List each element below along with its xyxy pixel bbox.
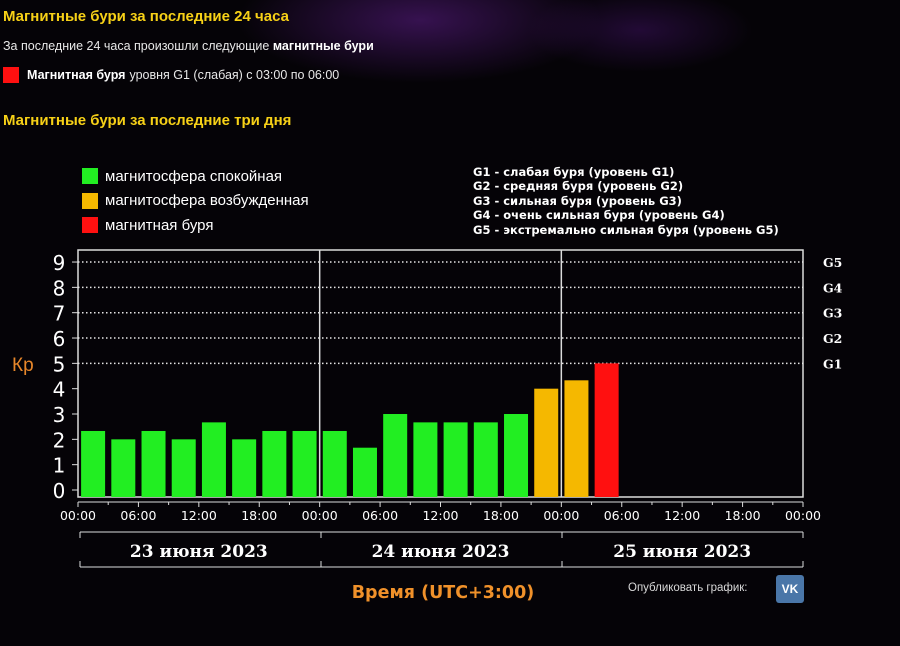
y-tick-label: 6: [53, 327, 66, 351]
y-tick-label: 0: [53, 479, 66, 503]
publish-label: Опубликовать график:: [628, 582, 748, 594]
subtitle-text: За последние 24 часа произошли следующие: [3, 39, 273, 53]
day-label: 24 июня 2023: [372, 542, 510, 562]
y-tick-label: 3: [53, 403, 66, 427]
legend-item-quiet: магнитосфера спокойная: [82, 164, 309, 189]
page-title: Магнитные бури за последние 24 часа: [3, 8, 289, 25]
bar-quiet: [201, 422, 226, 497]
day-label: 25 июня 2023: [613, 542, 751, 562]
x-tick-label: 00:00: [302, 508, 338, 523]
g-legend-line: G3 - сильная буря (уровень G3): [473, 193, 682, 208]
bar-quiet: [81, 430, 106, 497]
x-tick-label: 18:00: [483, 508, 519, 523]
g-level-label: G1: [823, 356, 842, 371]
x-tick-label: 00:00: [543, 508, 579, 523]
y-tick-label: 8: [53, 276, 66, 300]
legend-label: магнитная буря: [105, 216, 214, 234]
bar-active: [534, 388, 559, 497]
plot-frame: [77, 249, 804, 498]
x-tick-label: 00:00: [60, 508, 96, 523]
x-tick-label: 12:00: [422, 508, 458, 523]
y-tick-label: 1: [53, 454, 66, 478]
y-axis-label: Кр: [12, 355, 34, 376]
bar-quiet: [111, 439, 136, 497]
x-tick-label: 06:00: [604, 508, 640, 523]
color-legend: магнитосфера спокойная магнитосфера возб…: [82, 164, 309, 238]
x-tick-label: 00:00: [785, 508, 821, 523]
storms-subtitle: За последние 24 часа произошли следующие…: [3, 39, 374, 53]
storm-event-text: уровня G1 (слабая) с 03:00 по 06:00: [129, 68, 340, 82]
g-level-legend: G1 - слабая буря (уровень G1) G2 - средн…: [473, 165, 779, 237]
y-tick-label: 7: [53, 302, 66, 326]
g-level-label: G4: [823, 280, 843, 295]
storm-event-label: Магнитная буря: [27, 68, 126, 82]
bar-quiet: [262, 430, 287, 497]
legend-label: магнитосфера возбужденная: [105, 192, 309, 210]
bar-quiet: [443, 422, 468, 497]
x-tick-label: 18:00: [241, 508, 277, 523]
g-level-label: G3: [823, 306, 842, 321]
bar-quiet: [383, 414, 408, 497]
legend-swatch-storm: [82, 217, 98, 234]
x-tick-label: 06:00: [120, 508, 156, 523]
g-legend-line: G2 - средняя буря (уровень G2): [473, 179, 684, 194]
day-label: 23 июня 2023: [130, 542, 268, 562]
x-tick-label: 12:00: [664, 508, 700, 523]
section-title: Магнитные бури за последние три дня: [3, 112, 292, 129]
legend-swatch-quiet: [82, 168, 98, 185]
y-tick-label: 2: [53, 428, 66, 452]
bar-quiet: [141, 430, 166, 497]
g-legend-line: G1 - слабая буря (уровень G1): [473, 165, 675, 179]
y-tick-label: 4: [53, 378, 66, 402]
y-tick-label: 5: [53, 352, 66, 376]
bar-quiet: [171, 439, 196, 497]
g-level-label: G5: [823, 255, 842, 270]
bar-quiet: [232, 439, 257, 497]
legend-item-active: магнитосфера возбужденная: [82, 189, 309, 214]
x-tick-label: 06:00: [362, 508, 398, 523]
x-axis-label: Время (UTC+3:00): [352, 583, 535, 603]
bar-storm: [594, 363, 619, 497]
storm-event: Магнитная буря уровня G1 (слабая) с 03:0…: [3, 67, 339, 83]
x-tick-label: 18:00: [725, 508, 761, 523]
bar-active: [564, 380, 589, 497]
bar-quiet: [473, 422, 498, 497]
bar-quiet: [413, 422, 438, 497]
bar-quiet: [504, 414, 529, 497]
vk-icon-text: VK: [781, 582, 799, 596]
g-level-label: G2: [823, 331, 842, 346]
bar-quiet: [292, 430, 317, 497]
legend-label: магнитосфера спокойная: [105, 167, 283, 185]
subtitle-bold: магнитные бури: [272, 39, 374, 53]
legend-swatch-active: [82, 192, 98, 209]
y-tick-label: 9: [53, 251, 66, 275]
vk-icon[interactable]: VK: [776, 575, 804, 603]
storm-color-swatch: [3, 67, 19, 83]
legend-item-storm: магнитная буря: [82, 213, 309, 238]
x-tick-label: 12:00: [181, 508, 217, 523]
bar-quiet: [352, 447, 377, 497]
g-legend-line: G5 - экстремально сильная буря (уровень …: [473, 222, 779, 237]
bar-quiet: [322, 430, 347, 497]
g-legend-line: G4 - очень сильная буря (уровень G4): [473, 208, 725, 223]
